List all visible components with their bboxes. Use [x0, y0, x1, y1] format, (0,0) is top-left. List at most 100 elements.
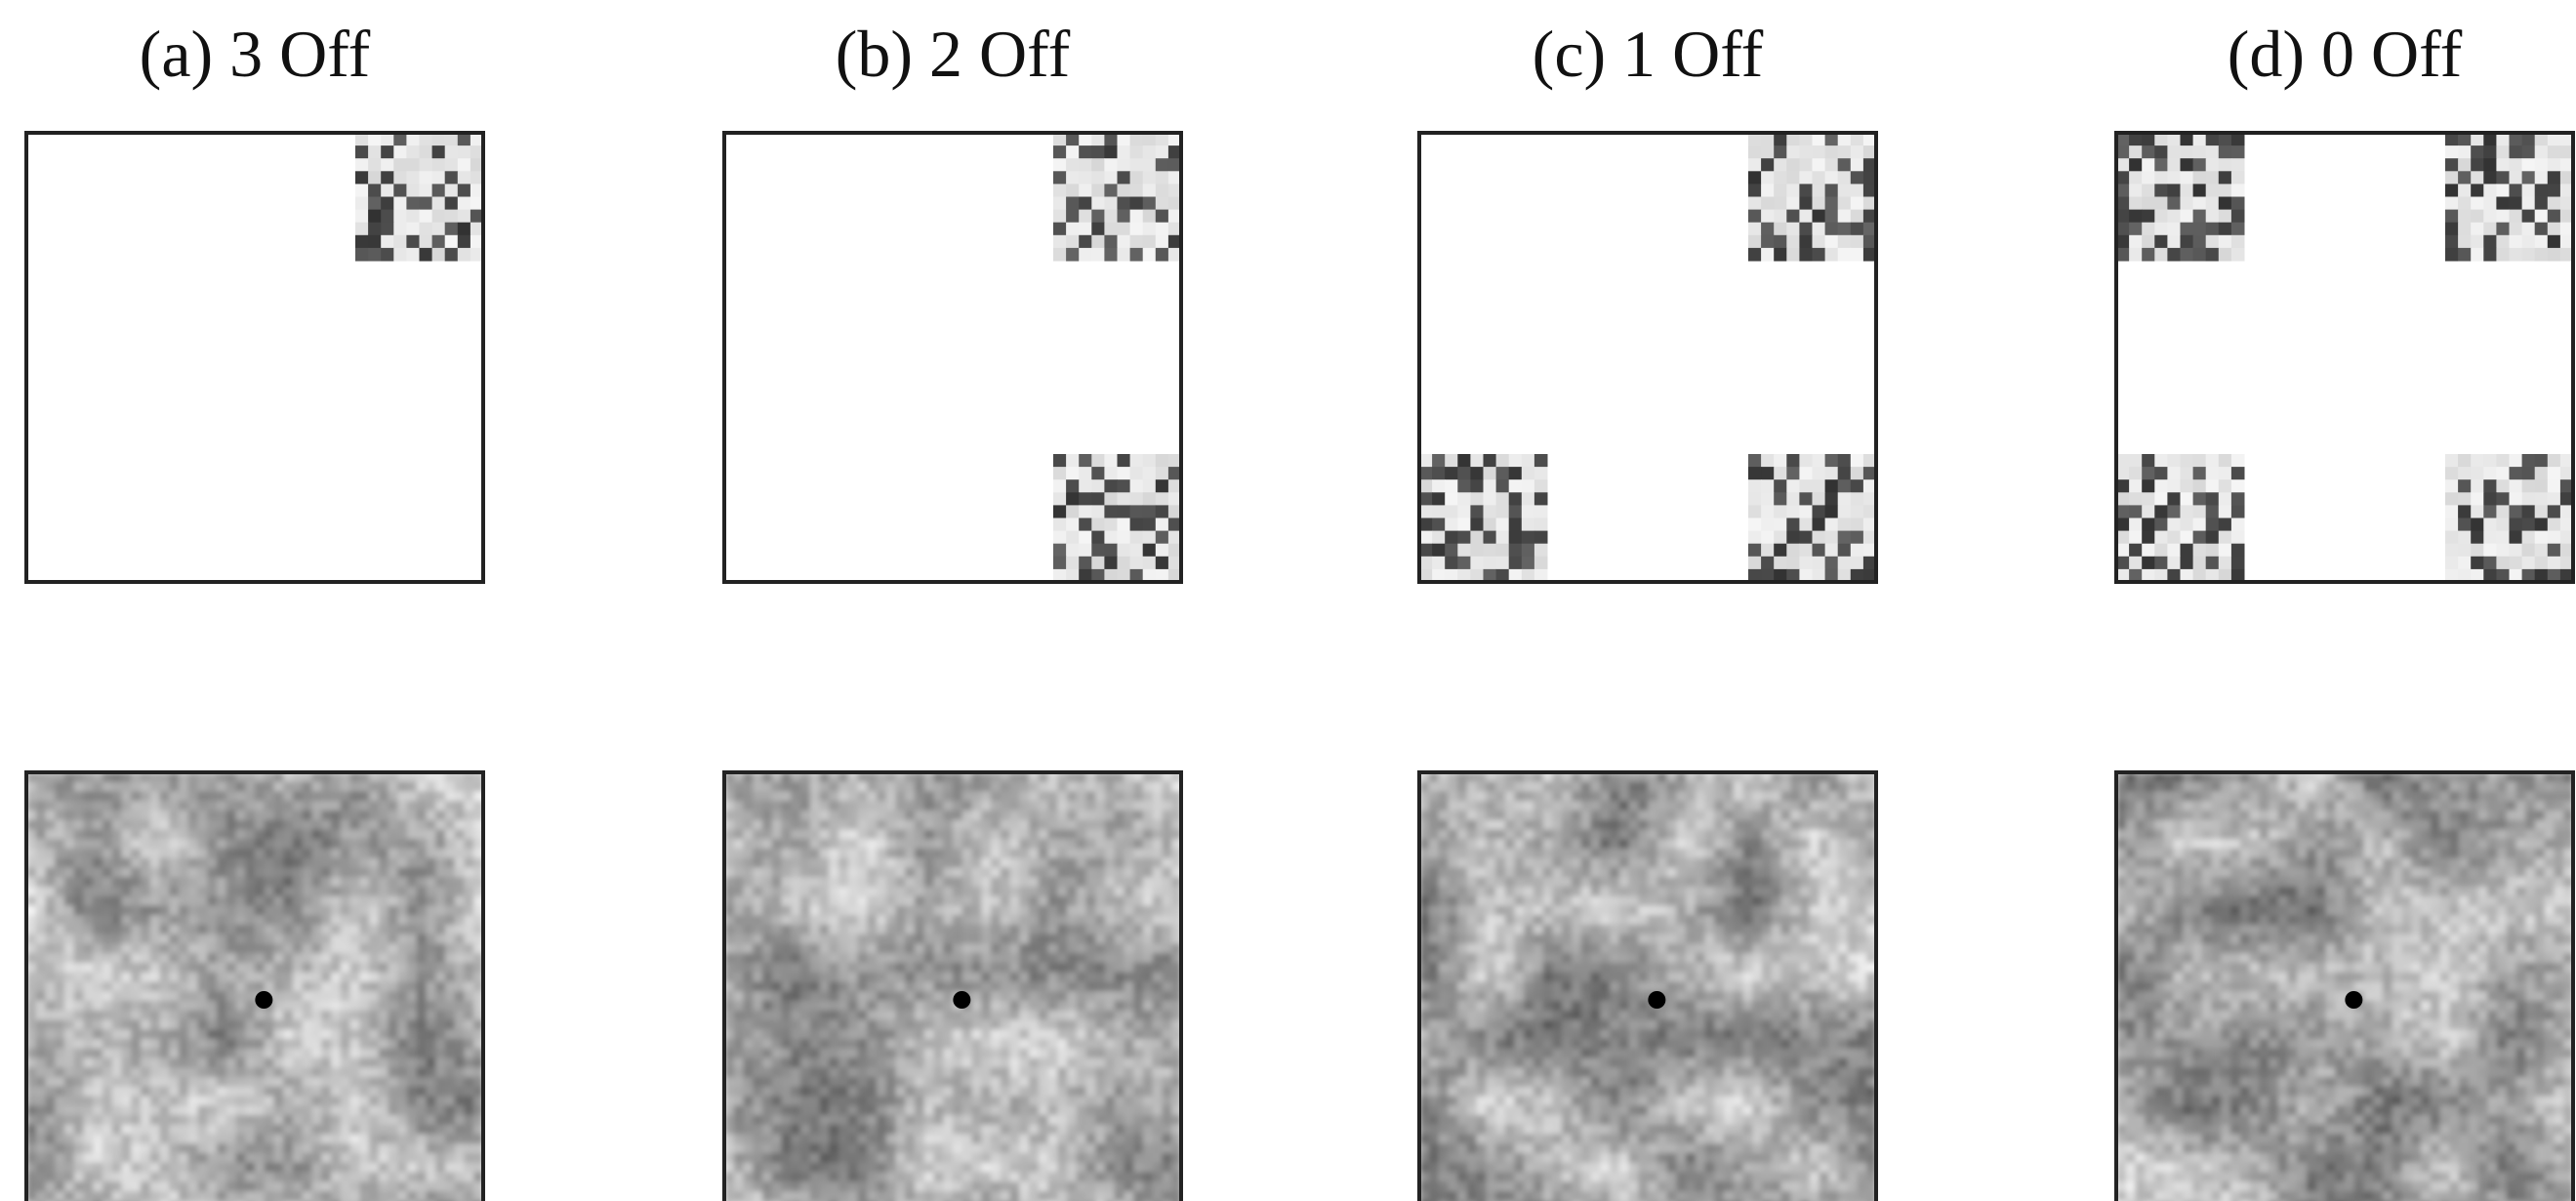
noise-cell: [331, 925, 341, 934]
noise-cell: [350, 868, 360, 878]
noise-cell: [64, 801, 74, 810]
noise-cell: [943, 810, 953, 820]
noise-cell: [274, 1049, 284, 1058]
noise-cell: [341, 1125, 350, 1135]
noise-cell: [303, 906, 312, 916]
pattern-cell: [1079, 223, 1092, 236]
pattern-cell: [1053, 171, 1067, 185]
panel: (a) 3 Off: [26, 17, 484, 1201]
noise-cell: [915, 1173, 924, 1182]
noise-cell: [169, 1125, 179, 1135]
pattern-cell: [1156, 145, 1169, 159]
noise-cell: [1105, 925, 1115, 934]
noise-cell: [991, 1191, 1001, 1201]
noise-cell: [226, 934, 236, 944]
noise-cell: [924, 1191, 934, 1201]
noise-cell: [255, 1181, 265, 1191]
noise-cell: [800, 849, 810, 858]
noise-cell: [36, 1125, 46, 1135]
noise-cell: [74, 858, 84, 868]
noise-cell: [1133, 1153, 1143, 1163]
noise-cell: [1019, 991, 1029, 1001]
noise-cell: [1029, 991, 1039, 1001]
noise-cell: [64, 858, 74, 868]
noise-cell: [858, 896, 868, 906]
pattern-cell: [1156, 248, 1169, 262]
noise-cell: [131, 1067, 141, 1077]
noise-cell: [341, 906, 350, 916]
noise-cell: [64, 887, 74, 896]
noise-cell: [877, 925, 886, 934]
noise-cell: [1115, 782, 1124, 792]
noise-cell: [838, 991, 848, 1001]
noise-cell: [1057, 1029, 1067, 1039]
pattern-cell: [1143, 531, 1157, 545]
noise-cell: [886, 982, 896, 992]
noise-cell: [198, 820, 208, 830]
noise-cell: [198, 858, 208, 868]
noise-cell: [772, 1135, 782, 1144]
noise-cell: [991, 1097, 1001, 1106]
pattern-cell: [355, 223, 369, 236]
noise-cell: [829, 810, 838, 820]
noise-cell: [445, 934, 455, 944]
noise-cell: [198, 1029, 208, 1039]
noise-cell: [934, 1058, 944, 1068]
noise-cell: [369, 934, 379, 944]
noise-cell: [445, 839, 455, 849]
noise-cell: [198, 1191, 208, 1201]
noise-cell: [236, 896, 246, 906]
noise-cell: [198, 810, 208, 820]
pattern-cell: [1066, 531, 1080, 545]
noise-cell: [350, 1163, 360, 1173]
noise-cell: [207, 810, 217, 820]
noise-cell: [293, 906, 303, 916]
noise-cell: [800, 1087, 810, 1097]
noise-cell: [915, 1143, 924, 1153]
noise-cell: [896, 1163, 906, 1173]
noise-cell: [369, 1039, 379, 1049]
noise-cell: [943, 858, 953, 868]
noise-cell: [838, 810, 848, 820]
noise-cell: [74, 1181, 84, 1191]
noise-cell: [1153, 982, 1163, 992]
noise-cell: [445, 963, 455, 973]
noise-cell: [198, 1153, 208, 1163]
noise-cell: [1095, 1077, 1105, 1087]
noise-cell: [141, 849, 150, 858]
noise-cell: [1010, 973, 1020, 982]
noise-cell: [93, 1153, 102, 1163]
noise-cell: [331, 1029, 341, 1039]
noise-cell: [810, 1173, 820, 1182]
noise-cell: [991, 1020, 1001, 1030]
noise-cell: [1001, 1001, 1010, 1011]
noise-cell: [1153, 1077, 1163, 1087]
noise-cell: [84, 839, 94, 849]
noise-cell: [953, 877, 962, 887]
noise-cell: [341, 925, 350, 934]
noise-cell: [838, 858, 848, 868]
noise-cell: [1077, 1135, 1086, 1144]
noise-cell: [122, 820, 132, 830]
noise-cell: [141, 1097, 150, 1106]
noise-cell: [734, 792, 744, 802]
noise-cell: [397, 1191, 407, 1201]
noise-cell: [274, 963, 284, 973]
noise-cell: [359, 1173, 369, 1182]
noise-cell: [160, 915, 170, 925]
noise-cell: [293, 1181, 303, 1191]
noise-cell: [744, 1001, 754, 1011]
noise-cell: [74, 1153, 84, 1163]
noise-cell: [150, 982, 160, 992]
noise-cell: [1010, 877, 1020, 887]
pattern-cell: [1066, 235, 1080, 249]
noise-cell: [112, 1077, 122, 1087]
noise-cell: [838, 839, 848, 849]
noise-cell: [131, 991, 141, 1001]
noise-cell: [236, 849, 246, 858]
noise-cell: [782, 877, 792, 887]
noise-cell: [217, 1058, 226, 1068]
noise-cell: [122, 801, 132, 810]
noise-cell: [848, 1125, 858, 1135]
pattern-cell: [1156, 184, 1169, 197]
